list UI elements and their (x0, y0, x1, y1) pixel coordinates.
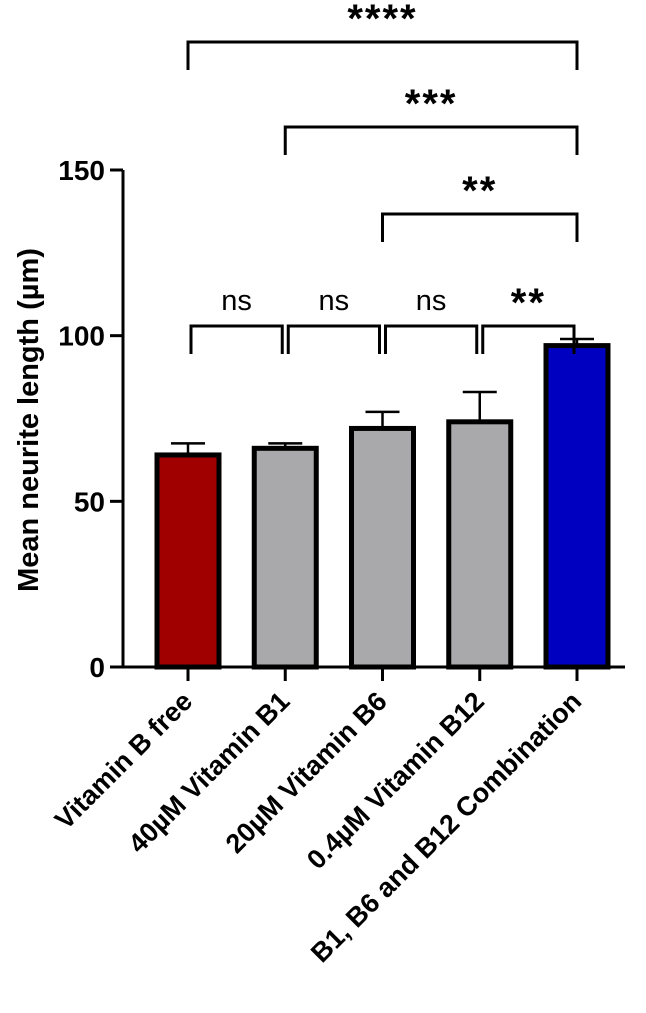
significance-label: ** (462, 169, 497, 213)
bar (543, 343, 611, 670)
x-tick-label: 40µM Vitamin B1 (123, 686, 296, 859)
bar (154, 452, 222, 670)
bar (349, 425, 416, 670)
x-tick-label: 0.4µM Vitamin B12 (301, 686, 490, 875)
significance-label: ns (416, 285, 447, 317)
significance-label: ns (319, 285, 350, 317)
y-tick-label: 100 (58, 321, 105, 352)
significance-bracket (384, 324, 479, 354)
significance-bracket (283, 125, 579, 155)
significance-label: ** (511, 281, 546, 325)
significance-label: **** (347, 0, 417, 41)
y-axis-label: Mean neurite length (µm) (13, 248, 45, 592)
significance-brackets: ns ns ns *********** (186, 0, 579, 354)
significance-bracket (381, 212, 579, 242)
bars (154, 343, 611, 670)
y-tick-label: 0 (89, 652, 105, 683)
error-bars (171, 337, 594, 455)
x-tick-label: 20µM Vitamin B6 (220, 686, 393, 859)
y-tick-label: 50 (74, 486, 105, 517)
significance-bracket (186, 40, 579, 70)
significance-bracket (189, 324, 284, 354)
significance-label: ns (221, 285, 252, 317)
bar (446, 419, 514, 670)
significance-bracket (286, 324, 381, 354)
bar (251, 445, 319, 670)
axes: 0 50 100 150 (58, 155, 625, 683)
y-tick-label: 150 (58, 155, 105, 186)
significance-label: *** (405, 82, 458, 126)
significance-bracket (481, 324, 576, 354)
